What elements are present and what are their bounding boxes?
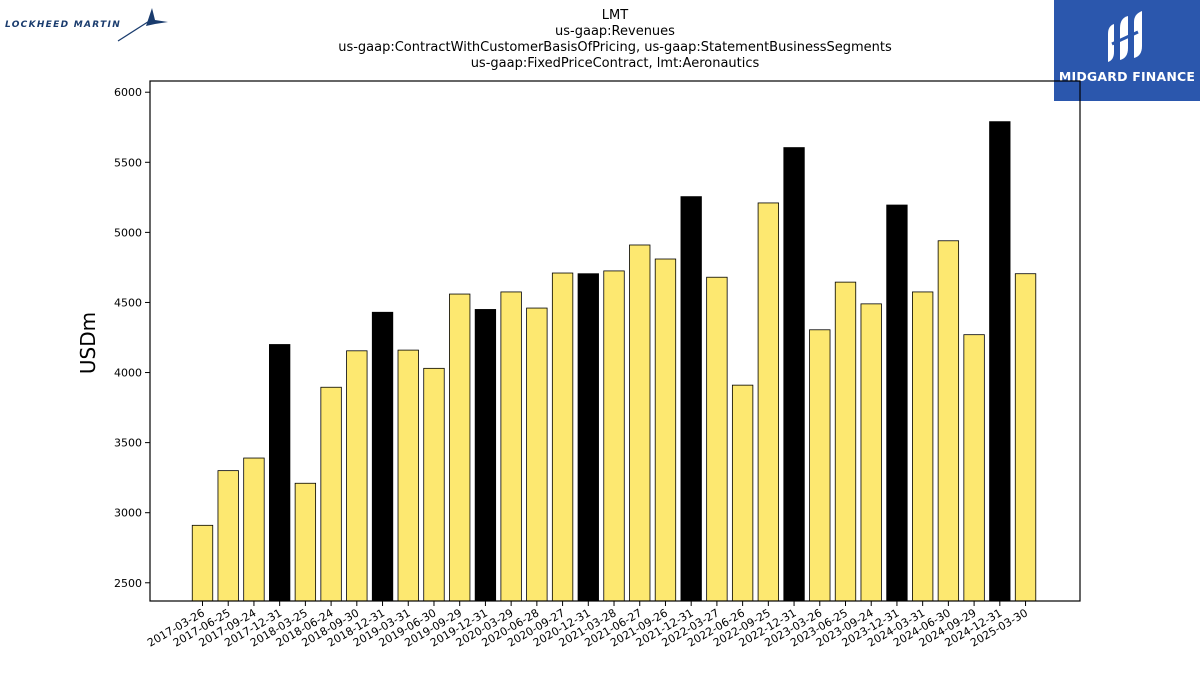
bar — [731, 384, 754, 602]
bar — [654, 258, 677, 602]
bar — [577, 273, 599, 602]
y-tick-label: 5000 — [114, 226, 142, 239]
chart-title-line-3: us-gaap:ContractWithCustomerBasisOfPrici… — [338, 40, 892, 55]
bar — [809, 329, 831, 602]
bar — [474, 309, 497, 602]
bar — [1014, 273, 1037, 602]
bar — [680, 196, 702, 602]
y-tick-label: 4500 — [114, 296, 142, 309]
bar — [989, 121, 1011, 602]
y-tick-label: 2500 — [114, 577, 142, 590]
chart-title-line-1: LMT — [601, 8, 629, 23]
bar — [294, 482, 317, 602]
bar — [912, 291, 934, 602]
y-tick-label: 3000 — [114, 507, 142, 520]
bar — [191, 524, 214, 602]
y-axis-label: USDm — [76, 312, 100, 374]
bar — [603, 270, 625, 602]
midgard-finance-name: MIDGARD FINANCE — [1058, 69, 1196, 84]
bar — [346, 350, 368, 602]
lockheed-martin-wordmark: LOCKHEED MARTIN — [5, 20, 122, 30]
y-tick-label: 6000 — [114, 86, 142, 99]
bar — [320, 386, 342, 602]
midgard-finance-logo: MIDGARD FINANCE — [1054, 0, 1200, 101]
bar — [371, 311, 394, 602]
bar — [834, 281, 857, 602]
bar — [629, 244, 651, 602]
bar — [269, 344, 291, 602]
chart-title: LMT us-gaap:Revenues us-gaap:ContractWit… — [150, 8, 1080, 72]
midgard-monogram-icon — [1108, 11, 1142, 62]
y-tick-label: 3500 — [114, 437, 142, 450]
bar — [706, 276, 728, 602]
bar — [423, 367, 445, 602]
lockheed-martin-logo: LOCKHEED MARTIN — [4, 4, 170, 44]
bar — [937, 240, 960, 602]
bar — [397, 349, 419, 602]
bar — [449, 293, 471, 602]
bar — [860, 303, 882, 602]
chart-title-line-4: us-gaap:FixedPriceContract, lmt:Aeronaut… — [470, 56, 760, 71]
chart-title-line-2: us-gaap:Revenues — [555, 24, 675, 39]
plot-frame — [149, 80, 1081, 602]
bar — [526, 307, 548, 602]
bar — [551, 272, 574, 602]
bar — [757, 202, 779, 602]
bar — [963, 334, 985, 602]
bar — [500, 291, 522, 602]
bar — [783, 147, 805, 602]
y-tick-label: 5500 — [114, 156, 142, 169]
bar — [886, 204, 908, 602]
star-icon — [117, 8, 168, 42]
bar — [243, 457, 265, 602]
bar — [217, 470, 239, 602]
y-tick-label: 4000 — [114, 367, 142, 380]
